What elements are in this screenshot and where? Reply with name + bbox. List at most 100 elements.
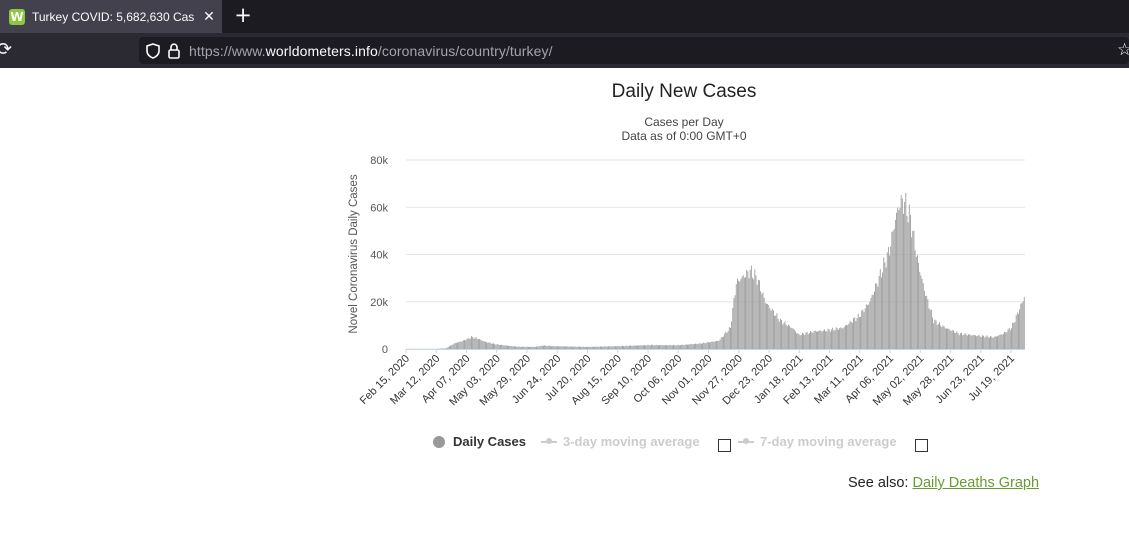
worldometers-favicon-icon: W xyxy=(9,8,25,25)
bar xyxy=(583,346,585,349)
bar xyxy=(695,343,697,349)
bar xyxy=(690,344,692,349)
bar xyxy=(785,324,787,349)
bar xyxy=(750,265,752,349)
bar xyxy=(572,346,573,349)
bar xyxy=(445,348,447,349)
bar xyxy=(541,345,543,349)
bar xyxy=(516,346,518,349)
bar xyxy=(958,335,960,349)
bar xyxy=(836,328,838,349)
bar xyxy=(452,344,454,349)
bar xyxy=(580,346,582,349)
bar xyxy=(843,326,845,349)
bar xyxy=(991,336,993,349)
bar xyxy=(589,346,591,349)
bar xyxy=(717,340,719,349)
bar xyxy=(732,307,734,349)
bookmark-star-icon[interactable]: ☆ xyxy=(1117,40,1129,60)
bar xyxy=(453,343,455,349)
legend-item-daily-cases[interactable]: Daily Cases xyxy=(433,434,526,449)
bar xyxy=(748,278,750,349)
bar xyxy=(694,344,695,349)
bar xyxy=(970,335,972,349)
bar xyxy=(767,304,769,349)
bar xyxy=(775,315,777,349)
bar xyxy=(669,344,671,349)
bar xyxy=(786,326,788,349)
url-text: https://www.worldometers.info/coronaviru… xyxy=(189,43,553,59)
bar xyxy=(986,335,988,349)
bar xyxy=(592,346,594,349)
bar xyxy=(471,336,472,349)
legend-item-7day[interactable]: 7-day moving average xyxy=(738,434,897,449)
daily-deaths-graph-link[interactable]: Daily Deaths Graph xyxy=(912,475,1040,491)
legend-label-7day: 7-day moving average xyxy=(760,434,897,449)
bar xyxy=(948,328,950,349)
reload-icon[interactable]: ⟳ xyxy=(0,39,13,60)
bar xyxy=(964,333,966,349)
active-tab[interactable]: W Turkey COVID: 5,682,630 Cases ✕ xyxy=(0,0,222,33)
bar xyxy=(710,341,712,349)
bar xyxy=(661,345,663,349)
bar xyxy=(959,333,961,349)
bar xyxy=(919,271,921,349)
bar xyxy=(883,257,885,349)
shield-icon[interactable] xyxy=(146,43,160,59)
bar xyxy=(838,329,839,349)
bar xyxy=(871,294,873,349)
bar xyxy=(559,346,561,349)
bar xyxy=(666,345,667,349)
checkbox-3day[interactable] xyxy=(718,439,731,452)
bar xyxy=(660,345,662,349)
tab-title: Turkey COVID: 5,682,630 Cases xyxy=(32,9,194,24)
bar xyxy=(671,345,673,349)
bar xyxy=(793,329,795,349)
bar xyxy=(797,333,799,349)
bar xyxy=(882,272,884,349)
bar xyxy=(464,339,465,349)
bar xyxy=(805,332,807,349)
y-tick-label: 80k xyxy=(370,155,388,167)
legend-item-3day[interactable]: 3-day moving average xyxy=(541,434,700,449)
bar xyxy=(834,330,836,349)
bar xyxy=(552,345,554,349)
bar xyxy=(522,346,523,349)
bar xyxy=(520,346,522,349)
bar xyxy=(762,292,764,349)
bar xyxy=(632,345,634,349)
bar xyxy=(867,305,868,349)
bar xyxy=(667,345,669,349)
bar xyxy=(570,346,572,349)
bar xyxy=(658,345,659,349)
tab-bar: W Turkey COVID: 5,682,630 Cases ✕ + xyxy=(0,0,1129,33)
bar xyxy=(539,346,541,349)
bar xyxy=(822,330,824,349)
bar xyxy=(603,346,605,349)
bar xyxy=(581,346,583,349)
bar xyxy=(675,345,677,349)
bar xyxy=(781,319,782,349)
bar xyxy=(682,344,684,349)
new-tab-button[interactable]: + xyxy=(234,3,252,27)
bar xyxy=(447,347,449,349)
bar xyxy=(789,325,791,349)
bar xyxy=(687,344,688,349)
bar xyxy=(973,335,975,349)
bar xyxy=(916,255,918,349)
lock-icon[interactable] xyxy=(168,43,180,59)
bar xyxy=(833,330,835,349)
bar xyxy=(934,319,936,349)
bar xyxy=(889,255,890,349)
bar xyxy=(1013,322,1015,349)
bar xyxy=(754,269,756,349)
bar xyxy=(868,304,870,349)
close-tab-icon[interactable]: ✕ xyxy=(203,8,215,25)
bar xyxy=(936,325,938,349)
bar xyxy=(631,345,633,349)
bar xyxy=(886,252,888,349)
url-path: /coronavirus/country/turkey/ xyxy=(377,43,553,59)
url-bar[interactable]: https://www.worldometers.info/coronaviru… xyxy=(139,37,1129,64)
bar xyxy=(847,325,849,349)
checkbox-7day[interactable] xyxy=(915,439,928,452)
